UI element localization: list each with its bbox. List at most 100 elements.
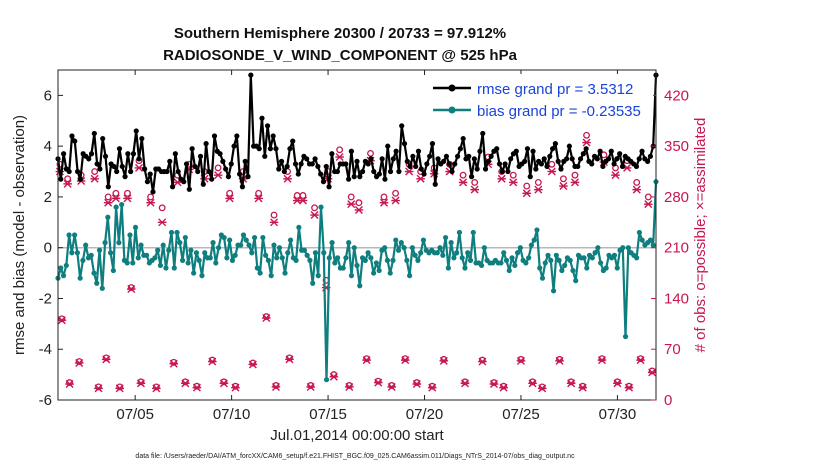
rmse-point (295, 171, 301, 177)
rmse-point (223, 166, 229, 172)
obs-assimilated-point (555, 356, 564, 365)
plot-area: 07/05 07/10 07/15 07/20 07/25 07/30 -6 -4 -2 0 2 4 6… (39, 69, 689, 423)
rmse-point (569, 156, 575, 162)
chart-title: Southern Hemisphere 20300 / 20733 = 97.9… (174, 25, 506, 42)
obs-assimilated-point (404, 167, 414, 176)
bias-point (69, 250, 75, 256)
rmse-point (502, 161, 508, 167)
obs-possible-point (583, 131, 591, 139)
rmse-point (496, 161, 503, 167)
bias-point (365, 250, 371, 256)
bias-point (94, 280, 100, 286)
y-tick-label: 0 (44, 240, 52, 257)
obs-assimilated-point (624, 383, 634, 392)
bias-point (589, 255, 595, 261)
bias-point (523, 260, 529, 266)
rmse-point (399, 123, 405, 129)
obs-assimilated-point (298, 196, 308, 205)
obs-assimilated-point (489, 380, 499, 389)
obs-assimilated-point (379, 198, 389, 207)
bias-point (257, 270, 263, 276)
y2-tick-label: 350 (664, 138, 689, 155)
rmse-point (228, 161, 234, 167)
obs-possible-point (307, 382, 315, 389)
rmse-point (245, 174, 251, 180)
bias-point (185, 260, 191, 266)
rmse-series (55, 72, 659, 195)
obs-assimilated-point (136, 379, 146, 388)
bias-point (620, 245, 626, 251)
rmse-point (538, 161, 545, 167)
bias-point (470, 229, 476, 236)
rmse-point (413, 163, 419, 170)
bias-point (157, 262, 164, 269)
bias-point (72, 232, 78, 238)
obs-possible-point (392, 189, 400, 197)
bias-point (77, 275, 83, 281)
rmse-point (594, 156, 600, 162)
rmse-point (608, 148, 614, 154)
bias-point (80, 257, 86, 263)
rmse-point (343, 161, 349, 167)
rmse-point (390, 156, 396, 162)
rmse-point (74, 168, 81, 175)
bias-point (498, 260, 504, 266)
rmse-point (77, 176, 83, 182)
obs-assimilated-point (611, 171, 620, 180)
rmse-point (488, 153, 494, 159)
obs-assimilated-point (152, 384, 161, 393)
rmse-point (320, 179, 327, 185)
rmse-point (407, 163, 413, 170)
obs-assimilated-point (458, 178, 468, 187)
bias-point (130, 260, 136, 266)
rmse-point (119, 163, 125, 170)
rmse-point (404, 158, 410, 164)
rmse-point (139, 135, 145, 142)
rmse-point (211, 133, 218, 139)
bias-point (528, 242, 535, 248)
bias-point (113, 204, 119, 210)
rmse-point (273, 146, 279, 152)
obs-possible-point (58, 315, 66, 323)
obs-possible-point (91, 168, 99, 175)
rmse-point (169, 184, 176, 190)
rmse-point (66, 168, 72, 175)
rmse-point (427, 153, 433, 159)
rmse-point (304, 156, 310, 162)
bias-point (371, 270, 377, 276)
rmse-point (468, 174, 475, 180)
obs-assimilated-point (439, 356, 449, 365)
obs-assimilated-point (254, 194, 263, 203)
rmse-point (133, 128, 139, 134)
rmse-point (505, 168, 511, 175)
y2-tick-label: 140 (664, 290, 689, 307)
bias-point (373, 260, 379, 266)
rmse-point (276, 166, 282, 172)
bias-point (254, 265, 260, 271)
rmse-point (181, 179, 187, 185)
obs-possible-point (255, 189, 263, 197)
bias-point (440, 252, 446, 258)
rmse-point (524, 146, 531, 152)
bias-point (409, 245, 415, 251)
bias-point (202, 250, 208, 256)
obs-possible-point (347, 193, 355, 201)
obs-assimilated-point (547, 167, 557, 176)
obs-possible-point (232, 382, 239, 390)
bias-point (326, 255, 332, 261)
obs-assimilated-point (387, 382, 397, 391)
obs-assimilated-point (306, 382, 316, 391)
rmse-point (242, 158, 248, 164)
bias-point (301, 247, 307, 253)
rmse-point (508, 156, 514, 162)
obs-possible-point (262, 313, 270, 321)
rmse-point (334, 168, 341, 175)
bias-point (398, 240, 404, 246)
rmse-point (645, 158, 651, 164)
obs-possible-point (152, 383, 160, 391)
bias-point (548, 257, 554, 263)
rmse-point (147, 171, 153, 177)
bias-point (346, 240, 352, 246)
obs-assimilated-point (192, 383, 202, 392)
